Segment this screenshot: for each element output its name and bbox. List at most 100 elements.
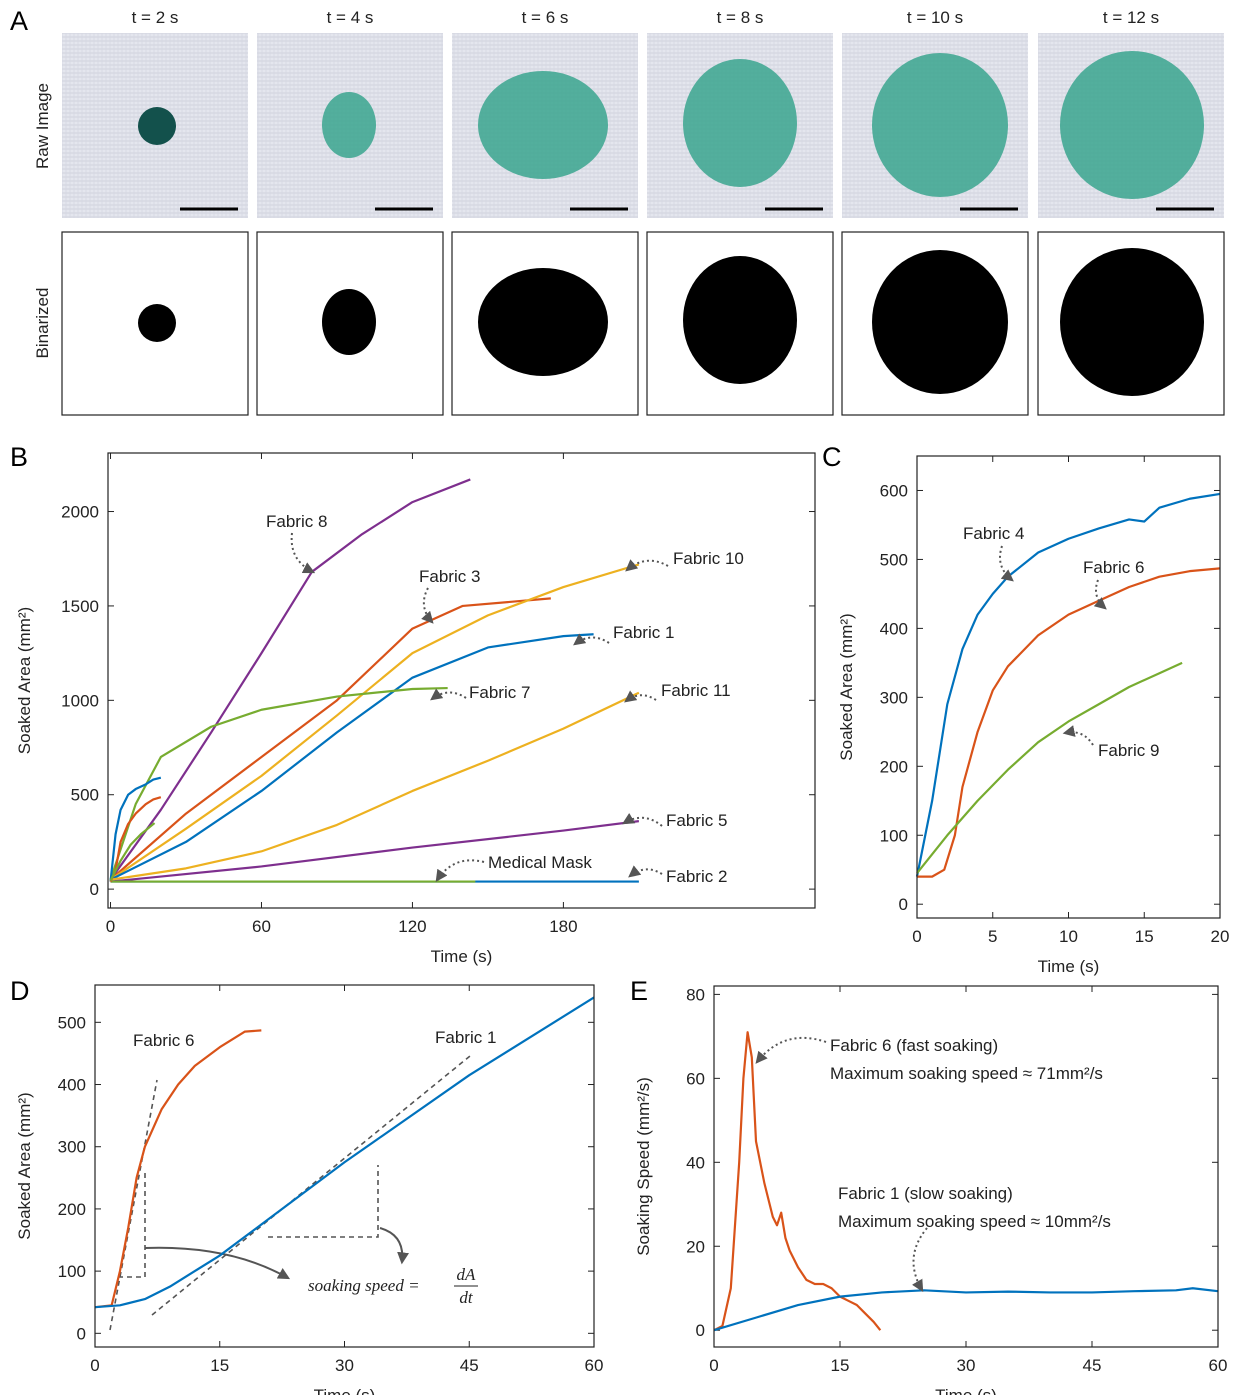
annotation-arrow xyxy=(628,865,663,878)
y-tick-label: 0 xyxy=(77,1324,86,1343)
panel-letter: A xyxy=(10,6,28,36)
x-tick-label: 180 xyxy=(549,917,577,936)
series-label: Fabric 8 xyxy=(266,512,327,531)
annotation-arrow xyxy=(290,532,316,574)
series-line xyxy=(916,661,1183,874)
binary-blob xyxy=(872,250,1008,394)
x-axis-label: Time (s) xyxy=(935,1386,997,1395)
y-tick-label: 200 xyxy=(880,757,908,776)
plot-frame xyxy=(916,455,1221,919)
annotation: Maximum soaking speed ≈ 71mm²/s xyxy=(830,1064,1103,1083)
annotation-arrow xyxy=(435,859,485,882)
time-label: t = 2 s xyxy=(132,8,179,27)
annotation-arrow xyxy=(624,690,657,703)
y-tick-label: 300 xyxy=(880,688,908,707)
plot-frame xyxy=(107,452,816,909)
x-tick-label: 0 xyxy=(912,927,921,946)
y-tick-label: 2000 xyxy=(61,503,99,522)
panel-letter: E xyxy=(630,976,648,1006)
x-tick-label: 60 xyxy=(1209,1356,1228,1375)
x-tick-label: 0 xyxy=(709,1356,718,1375)
panel-a: A Raw Image Binarized t = 2 s t = 4 s t = … xyxy=(10,6,1225,416)
annotation-arrow xyxy=(755,1036,827,1064)
arrow xyxy=(379,1227,410,1265)
series-label: Fabric 2 xyxy=(666,867,727,886)
row-label: Binarized xyxy=(33,288,52,359)
series-line xyxy=(94,996,595,1309)
x-tick-label: 15 xyxy=(210,1356,229,1375)
series-label: Fabric 1 (slow soaking) xyxy=(838,1184,1013,1203)
series-line xyxy=(110,691,640,881)
x-tick-label: 45 xyxy=(460,1356,479,1375)
series-label: Fabric 6 xyxy=(1083,558,1144,577)
series-label: Medical Mask xyxy=(488,853,592,872)
annotation-arrow xyxy=(1062,725,1094,746)
x-tick-label: 10 xyxy=(1059,927,1078,946)
stain xyxy=(872,53,1008,197)
formula: dA xyxy=(457,1265,477,1284)
series-line xyxy=(109,776,162,882)
y-tick-label: 0 xyxy=(696,1321,705,1340)
series-line xyxy=(110,820,640,883)
y-tick-label: 100 xyxy=(880,826,908,845)
bracket xyxy=(118,1170,146,1278)
stain xyxy=(322,92,376,158)
annotation-arrow xyxy=(911,1227,928,1293)
y-tick-label: 40 xyxy=(686,1153,705,1172)
panel-letter: B xyxy=(10,442,28,472)
series-line xyxy=(110,633,594,881)
x-tick-label: 0 xyxy=(106,917,115,936)
time-label: t = 12 s xyxy=(1103,8,1159,27)
y-tick-label: 200 xyxy=(58,1200,86,1219)
x-tick-label: 120 xyxy=(398,917,426,936)
series-label: Fabric 5 xyxy=(666,811,727,830)
formula: dt xyxy=(459,1288,474,1307)
y-tick-label: 400 xyxy=(880,619,908,638)
series-label: Fabric 4 xyxy=(963,524,1024,543)
y-tick-label: 0 xyxy=(90,880,99,899)
y-tick-label: 60 xyxy=(686,1069,705,1088)
stain xyxy=(138,107,176,145)
panel-letter: D xyxy=(10,976,30,1006)
row-label: Raw Image xyxy=(33,83,52,169)
x-tick-label: 45 xyxy=(1083,1356,1102,1375)
y-tick-label: 500 xyxy=(880,550,908,569)
y-axis-label: Soaked Area (mm²) xyxy=(15,1092,34,1239)
y-axis-label: Soaked Area (mm²) xyxy=(15,607,34,754)
x-axis-label: Time (s) xyxy=(431,947,493,966)
series-line xyxy=(109,686,448,881)
annotation-arrow xyxy=(1093,579,1107,610)
x-axis-label: Time (s) xyxy=(314,1386,376,1395)
y-tick-label: 600 xyxy=(880,481,908,500)
stain xyxy=(683,59,797,187)
series-label: Fabric 9 xyxy=(1098,741,1159,760)
time-label: t = 6 s xyxy=(522,8,569,27)
binary-blob xyxy=(478,268,608,376)
series-label: Fabric 3 xyxy=(419,567,480,586)
series-label: Fabric 6 (fast soaking) xyxy=(830,1036,998,1055)
y-tick-label: 0 xyxy=(899,895,908,914)
y-tick-label: 100 xyxy=(58,1262,86,1281)
annotation-arrow xyxy=(625,559,669,572)
x-tick-label: 0 xyxy=(90,1356,99,1375)
annotation-arrow xyxy=(573,633,610,646)
series-line xyxy=(915,492,1221,877)
bracket xyxy=(268,1165,379,1238)
series-line xyxy=(713,1031,882,1332)
binary-blob xyxy=(322,289,376,355)
x-tick-label: 15 xyxy=(831,1356,850,1375)
x-tick-label: 5 xyxy=(988,927,997,946)
panel-letter: C xyxy=(822,442,842,472)
series-label: Fabric 10 xyxy=(673,549,744,568)
stain xyxy=(1060,51,1204,199)
y-tick-label: 80 xyxy=(686,985,705,1004)
binary-blob xyxy=(683,256,797,384)
annotation-arrow xyxy=(430,688,467,701)
series-label: Fabric 11 xyxy=(661,681,731,700)
formula: soaking speed = xyxy=(308,1276,420,1295)
series-line xyxy=(94,1029,262,1309)
tangent-line xyxy=(109,1079,158,1331)
y-axis-label: Soaked Area (mm²) xyxy=(837,613,856,760)
y-tick-label: 20 xyxy=(686,1237,705,1256)
series-line xyxy=(109,822,156,882)
